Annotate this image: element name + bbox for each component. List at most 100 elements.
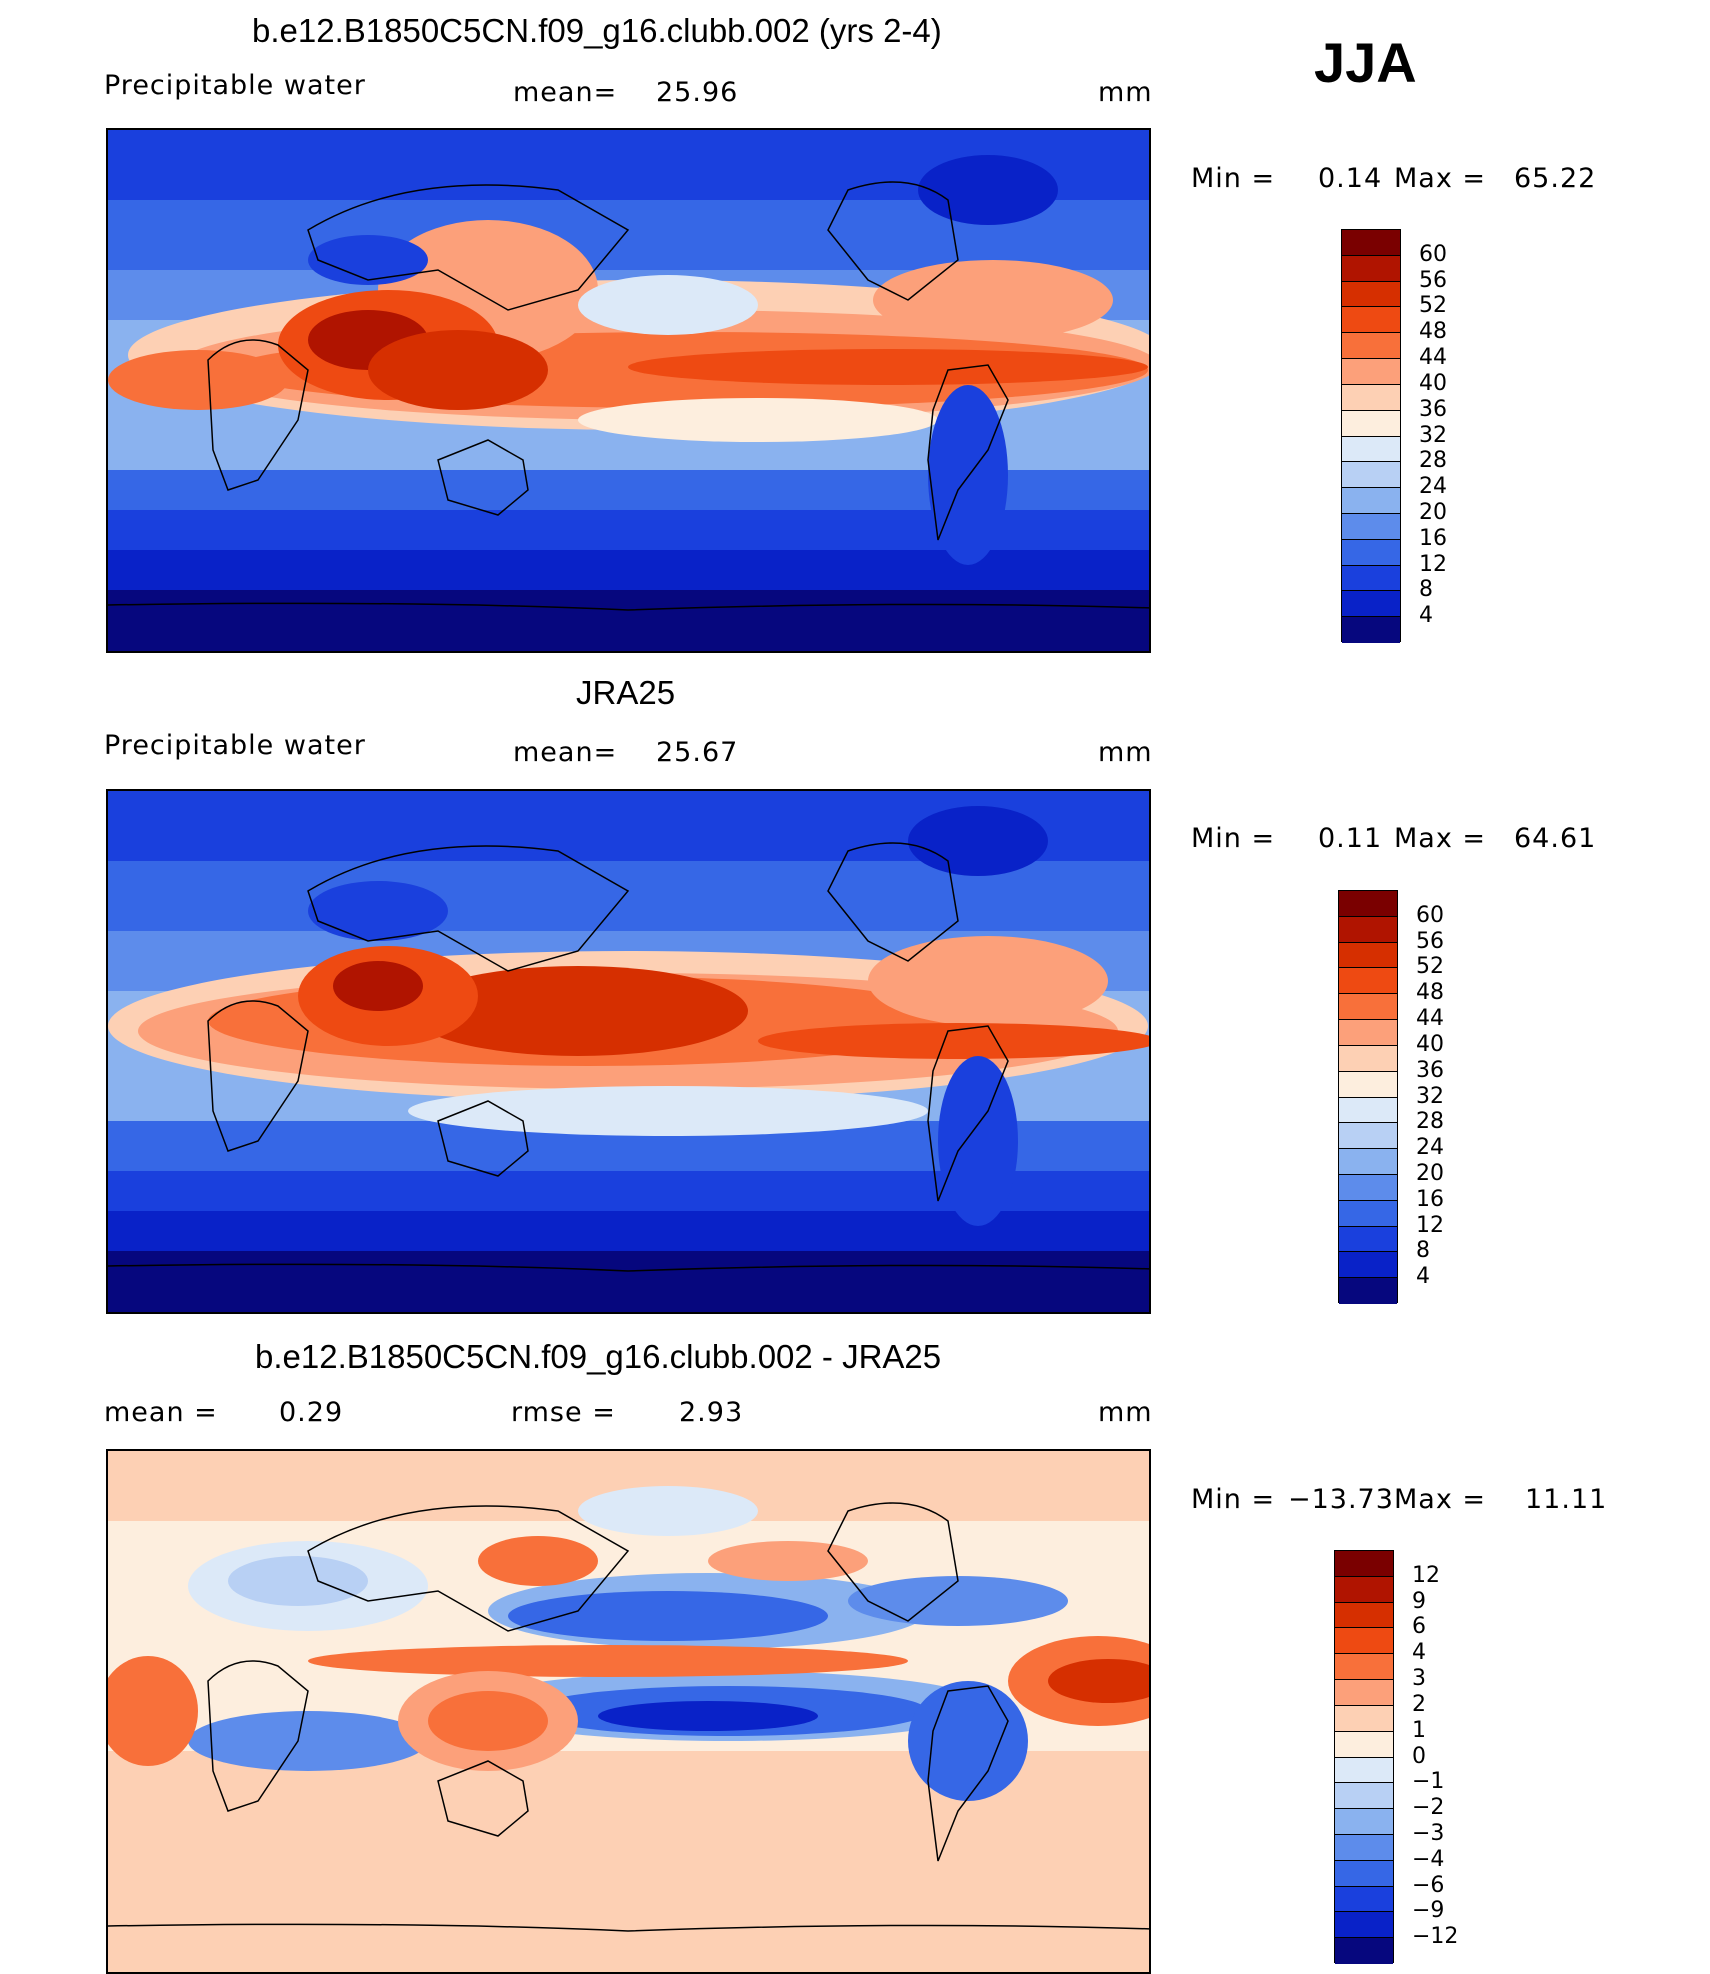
colorbar-tick-label: 6 [1412,1614,1426,1640]
colorbar-tick-label: 12 [1419,551,1447,577]
colorbar-swatch [1342,591,1400,618]
panel3-min-value: −13.73 [1288,1484,1394,1515]
colorbar-swatch [1342,462,1400,489]
colorbar-tick-label: 1 [1412,1717,1426,1743]
colorbar-tick-label: 32 [1419,422,1447,448]
colorbar-swatch [1339,1226,1397,1253]
colorbar-tick-label: 12 [1412,1562,1440,1588]
panel3-field [108,1451,1149,1972]
colorbar-tick-label: −9 [1412,1898,1445,1924]
colorbar-tick-label: −4 [1412,1846,1445,1872]
colorbar-swatch [1342,255,1400,282]
panel3-colorbar [1334,1550,1394,1964]
colorbar-tick-label: 12 [1416,1212,1444,1238]
colorbar-tick-label: 44 [1416,1006,1444,1032]
colorbar-tick-label: 40 [1416,1031,1444,1057]
colorbar-swatch [1335,1886,1393,1913]
panel2-title: JRA25 [576,674,676,711]
colorbar-tick-label: 32 [1416,1083,1444,1109]
panel3-title: b.e12.B1850C5CN.f09_g16.clubb.002 - JRA2… [255,1338,942,1375]
colorbar-tick-label: 52 [1416,954,1444,980]
colorbar-tick-label: 9 [1412,1588,1426,1614]
colorbar-swatch [1339,1097,1397,1124]
panel1-variable-label: Precipitable water [104,70,366,101]
colorbar-swatch [1335,1757,1393,1784]
colorbar-tick-label: 8 [1419,577,1433,603]
colorbar-tick-label: −6 [1412,1872,1445,1898]
colorbar-swatch [1335,1731,1393,1758]
panel3-map [106,1449,1151,1974]
colorbar-swatch [1342,539,1400,566]
colorbar-tick-label: 28 [1416,1109,1444,1135]
panel1-units: mm [1098,77,1153,108]
colorbar-swatch [1339,1174,1397,1201]
colorbar-swatch [1339,1149,1397,1175]
colorbar-swatch [1335,1912,1393,1939]
colorbar-swatch [1335,1602,1393,1629]
colorbar-tick-label: 2 [1412,1691,1426,1717]
colorbar-tick-label: 20 [1416,1160,1444,1186]
panel1-map [106,128,1151,653]
panel1-max-value: 65.22 [1514,163,1597,194]
panel3-max-value: 11.11 [1525,1484,1608,1515]
colorbar-swatch [1335,1783,1393,1810]
colorbar-swatch [1339,994,1397,1021]
panel3-max-label: Max = [1394,1484,1487,1515]
colorbar-tick-label: 60 [1416,902,1444,928]
panel1-field [108,130,1149,651]
colorbar-tick-label: 4 [1412,1640,1426,1666]
colorbar-swatch [1339,1200,1397,1227]
colorbar-swatch [1335,1809,1393,1835]
panel1-mean-label: mean= [513,77,618,108]
panel3-mean-label: mean = [104,1397,218,1428]
panel3-mean-value: 0.29 [279,1397,344,1428]
panel2-max-label: Max = [1394,823,1487,854]
colorbar-swatch [1335,1628,1393,1655]
colorbar-swatch [1342,617,1400,643]
colorbar-swatch [1335,1576,1393,1603]
colorbar-tick-label: 20 [1419,499,1447,525]
panel2-units: mm [1098,737,1153,768]
colorbar-swatch [1342,513,1400,540]
panel1-title: b.e12.B1850C5CN.f09_g16.clubb.002 (yrs 2… [252,12,942,49]
colorbar-swatch [1335,1654,1393,1681]
colorbar-swatch [1335,1938,1393,1964]
colorbar-swatch [1342,359,1400,385]
panel2-variable-label: Precipitable water [104,730,366,761]
panel1-min-value: 0.14 [1318,163,1383,194]
colorbar-tick-label: 16 [1416,1186,1444,1212]
colorbar-tick-label: 60 [1419,241,1447,267]
colorbar-tick-label: −3 [1412,1820,1445,1846]
panel3-rmse-value: 2.93 [679,1397,744,1428]
panel2-field [108,791,1149,1312]
colorbar-swatch [1342,307,1400,334]
panel3-rmse-label: rmse = [511,1397,616,1428]
panel3-units: mm [1098,1397,1153,1428]
colorbar-tick-label: 36 [1416,1057,1444,1083]
colorbar-swatch [1335,1551,1393,1577]
panel2-mean-label: mean= [513,737,618,768]
colorbar-tick-label: −2 [1412,1795,1445,1821]
colorbar-swatch [1339,916,1397,943]
panel2-max-value: 64.61 [1514,823,1597,854]
colorbar-swatch [1339,1123,1397,1150]
colorbar-swatch [1335,1834,1393,1861]
colorbar-tick-label: 48 [1419,319,1447,345]
panel1-min-label: Min = [1191,163,1276,194]
colorbar-swatch [1339,968,1397,995]
panel2-colorbar [1338,890,1398,1304]
colorbar-tick-label: 3 [1412,1666,1426,1692]
colorbar-tick-label: 24 [1416,1135,1444,1161]
colorbar-tick-label: −1 [1412,1769,1445,1795]
colorbar-swatch [1339,1252,1397,1279]
colorbar-tick-label: 4 [1416,1264,1430,1290]
colorbar-swatch [1339,1071,1397,1098]
colorbar-tick-label: 16 [1419,525,1447,551]
colorbar-swatch [1335,1705,1393,1732]
colorbar-tick-label: 56 [1419,267,1447,293]
colorbar-tick-label: 28 [1419,448,1447,474]
colorbar-swatch [1342,333,1400,360]
colorbar-swatch [1342,436,1400,463]
colorbar-swatch [1342,410,1400,437]
panel2-mean-value: 25.67 [656,737,739,768]
